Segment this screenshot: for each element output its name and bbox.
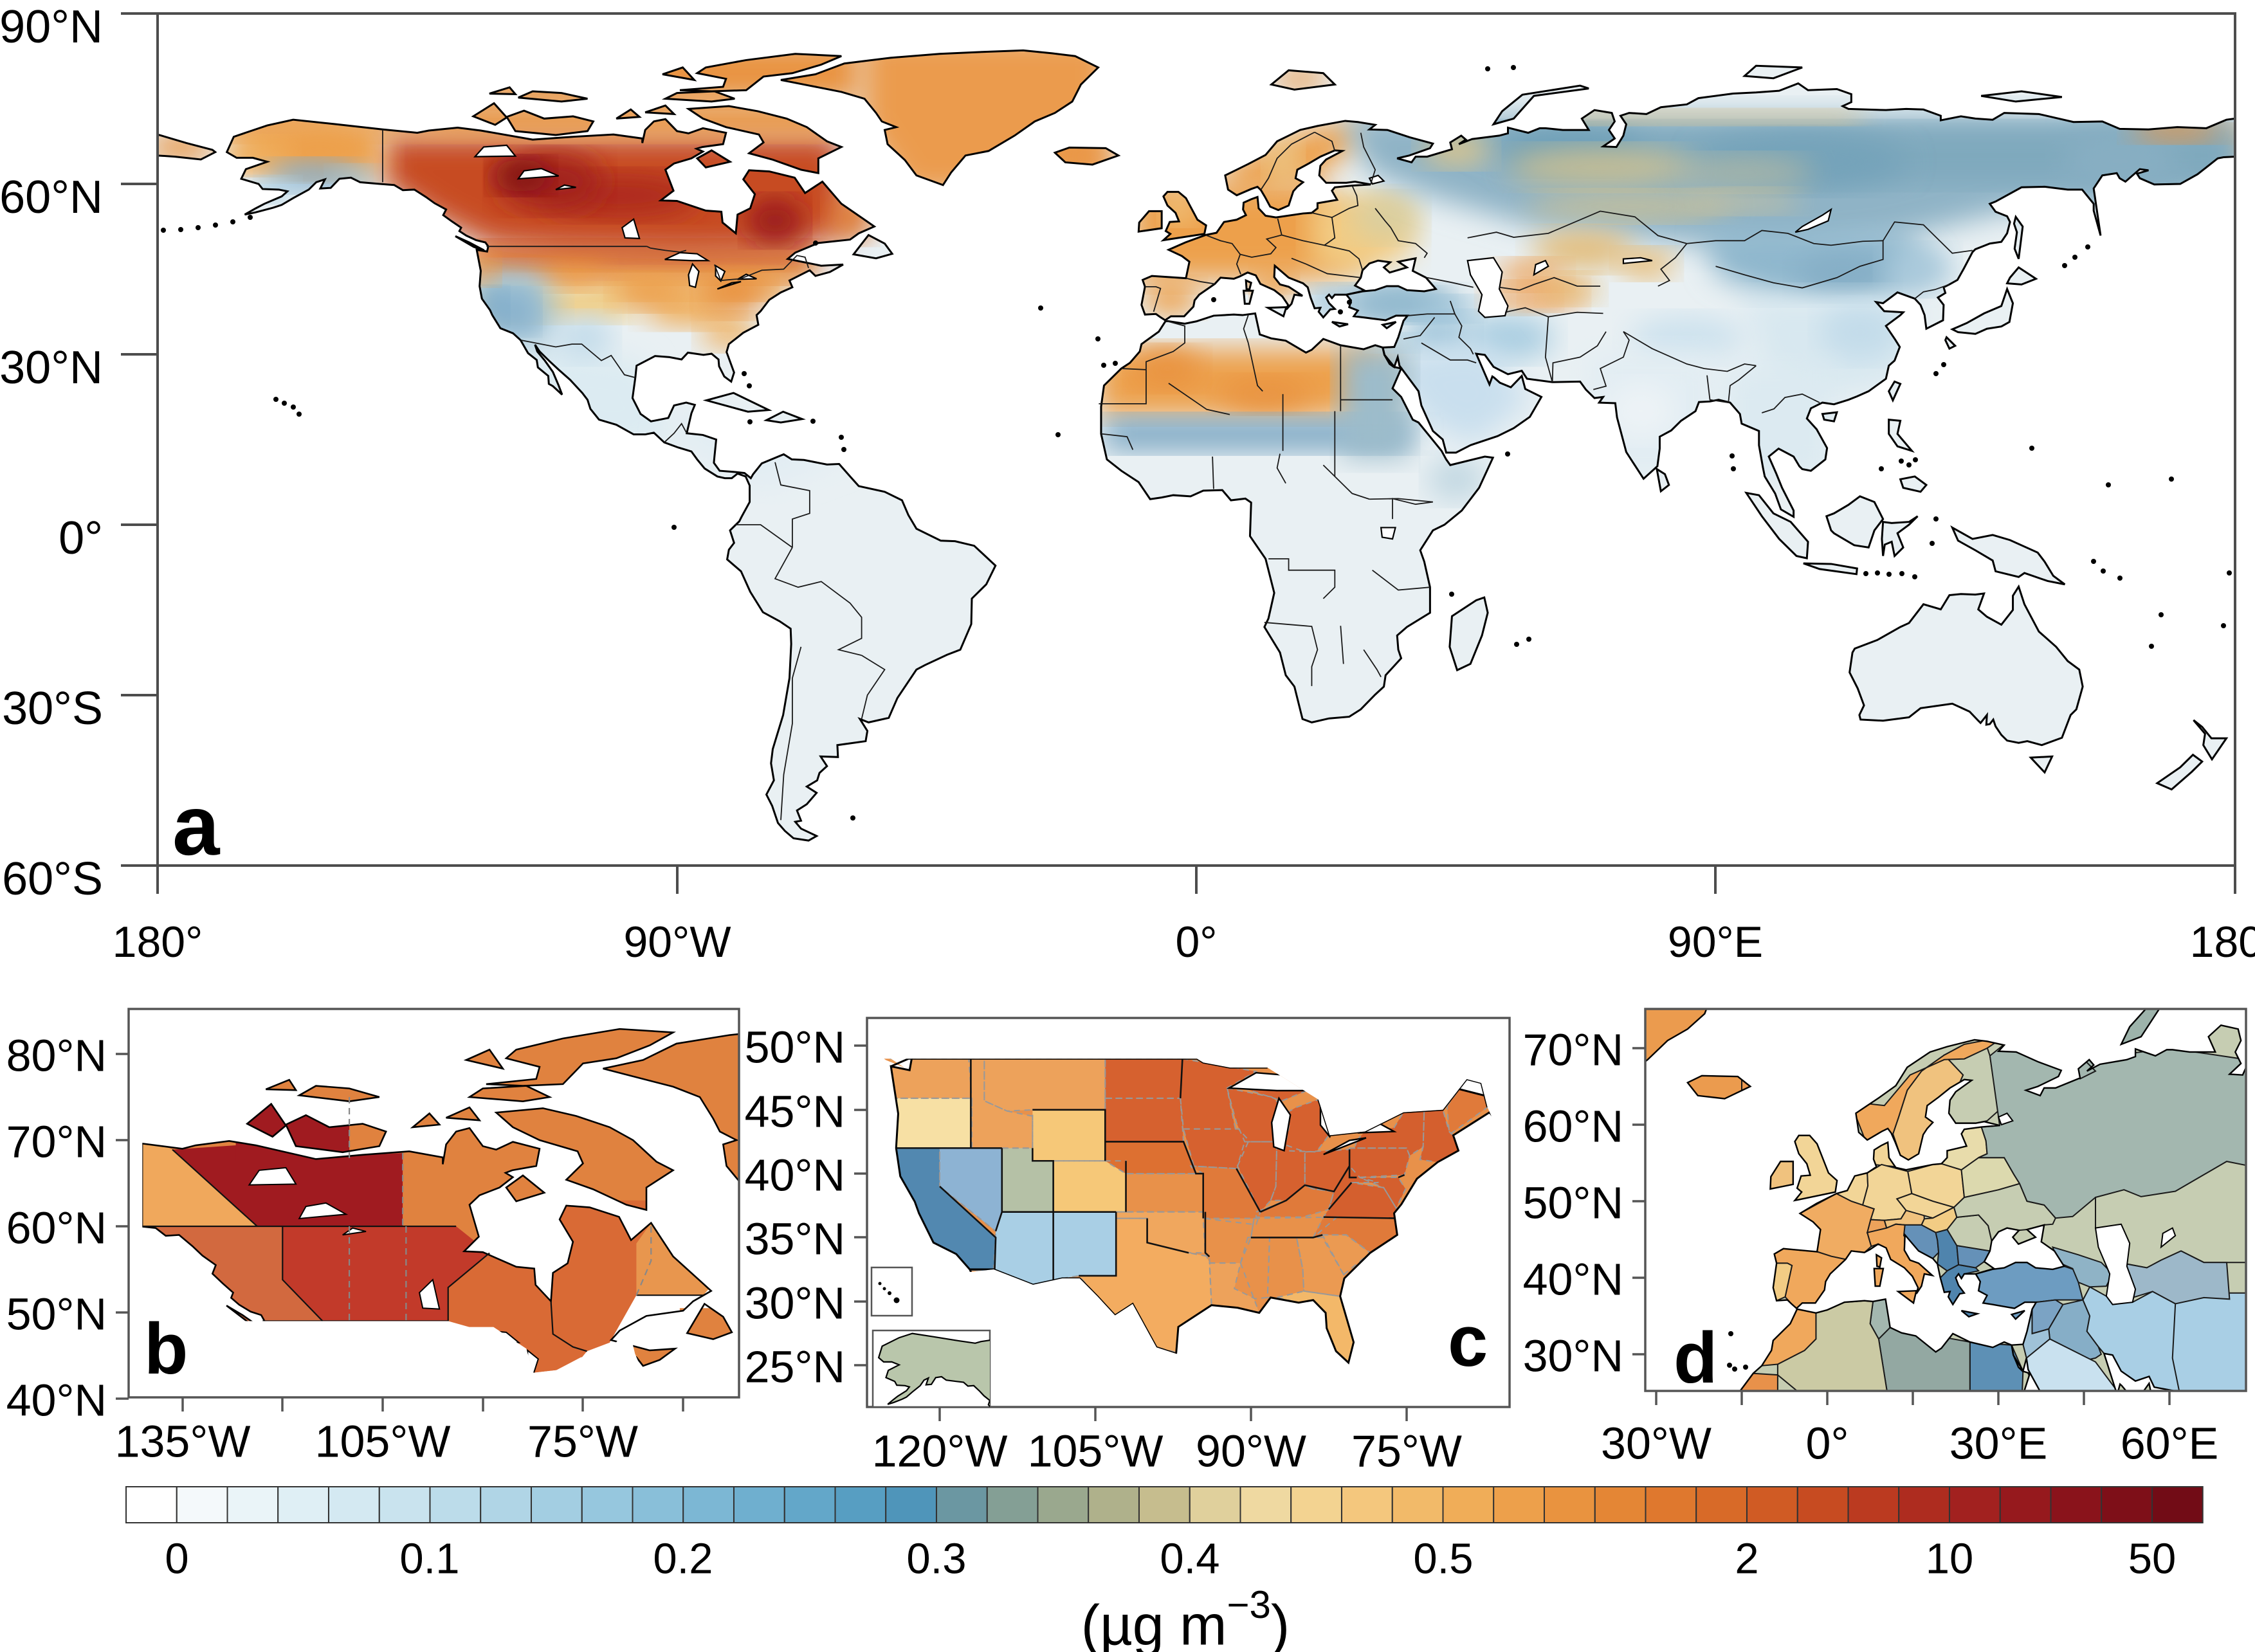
svg-text:90°W: 90°W [623,918,731,967]
svg-text:70°N: 70°N [1523,1024,1623,1075]
svg-text:60°N: 60°N [6,1203,107,1253]
svg-text:135°W: 135°W [115,1416,251,1466]
svg-text:50°N: 50°N [6,1289,107,1339]
svg-text:60°N: 60°N [0,172,103,223]
svg-text:0°: 0° [59,513,103,564]
svg-text:30°S: 30°S [2,683,103,734]
svg-text:180°: 180° [2190,918,2255,967]
svg-text:30°N: 30°N [745,1278,845,1328]
svg-text:40°N: 40°N [6,1375,107,1425]
svg-text:45°N: 45°N [745,1086,845,1136]
svg-text:0: 0 [165,1535,188,1583]
svg-text:0.1: 0.1 [399,1535,459,1583]
svg-text:30°N: 30°N [0,342,103,394]
svg-text:120°W: 120°W [872,1426,1008,1476]
svg-text:75°W: 75°W [1351,1426,1462,1476]
svg-text:2: 2 [1735,1535,1758,1583]
svg-text:60°E: 60°E [2121,1418,2219,1468]
svg-text:30°E: 30°E [1949,1418,2048,1468]
svg-text:90°E: 90°E [1668,918,1763,967]
svg-text:d: d [1674,1318,1717,1398]
svg-text:50°N: 50°N [1523,1177,1623,1228]
svg-text:40°N: 40°N [1523,1254,1623,1304]
svg-text:b: b [144,1309,188,1389]
svg-text:50°N: 50°N [745,1022,845,1072]
svg-text:25°N: 25°N [745,1341,845,1392]
svg-text:70°N: 70°N [6,1116,107,1166]
svg-text:0.4: 0.4 [1160,1535,1219,1583]
svg-text:0.5: 0.5 [1413,1535,1473,1583]
svg-text:c: c [1448,1301,1488,1381]
svg-text:80°N: 80°N [6,1030,107,1080]
svg-text:40°N: 40°N [745,1150,845,1200]
svg-text:0°: 0° [1806,1418,1849,1468]
svg-text:30°W: 30°W [1601,1418,1712,1468]
svg-text:90°N: 90°N [0,1,103,53]
svg-text:0°: 0° [1175,918,1217,967]
svg-text:30°N: 30°N [1523,1330,1623,1381]
svg-text:0.3: 0.3 [906,1535,966,1583]
svg-text:180°: 180° [113,918,203,967]
svg-text:10: 10 [1926,1535,1974,1583]
svg-text:105°W: 105°W [315,1416,451,1466]
svg-text:105°W: 105°W [1028,1426,1164,1476]
svg-text:35°N: 35°N [745,1213,845,1264]
svg-text:50: 50 [2128,1535,2177,1583]
svg-text:75°W: 75°W [527,1416,638,1466]
svg-text:a: a [172,778,221,873]
svg-text:90°W: 90°W [1196,1426,1306,1476]
svg-text:60°N: 60°N [1523,1101,1623,1151]
svg-text:0.2: 0.2 [653,1535,713,1583]
svg-text:60°S: 60°S [2,853,103,905]
